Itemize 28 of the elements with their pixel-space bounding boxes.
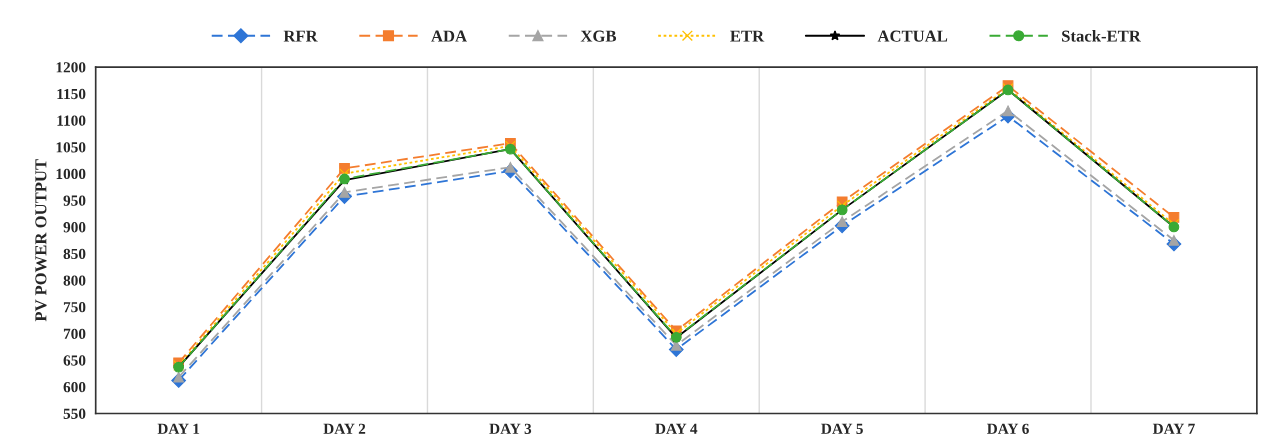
y-tick-label: 650 <box>63 355 86 366</box>
x-tick-label: DAY 7 <box>1152 423 1195 434</box>
legend-label: ACTUAL <box>877 30 948 42</box>
legend-label: ETR <box>730 30 765 42</box>
legend-label: ADA <box>431 30 467 42</box>
y-tick-label: 1100 <box>57 115 86 126</box>
x-tick-label: DAY 1 <box>157 423 200 434</box>
x-tick-label: DAY 5 <box>821 423 863 434</box>
y-tick-label: 800 <box>63 275 86 286</box>
x-tick-label: DAY 4 <box>655 423 698 434</box>
y-tick-label: 700 <box>63 328 86 339</box>
x-tick-label: DAY 2 <box>323 423 366 434</box>
y-axis-title: PV POWER OUTPUT <box>35 159 47 322</box>
y-tick-label: 550 <box>63 408 86 419</box>
x-tick-label: DAY 6 <box>987 423 1029 434</box>
y-tick-label: 1200 <box>56 62 86 73</box>
y-tick-label: 850 <box>63 248 86 260</box>
legend-label: Stack-ETR <box>1062 30 1141 42</box>
legend-label: XGB <box>580 30 617 42</box>
y-tick-label: 900 <box>63 222 86 233</box>
y-tick-label: 750 <box>63 302 86 313</box>
y-tick-label: 600 <box>63 381 86 393</box>
y-tick-label: 1050 <box>56 142 86 153</box>
y-tick-label: 1000 <box>56 168 86 180</box>
legend-label: RFR <box>283 30 318 42</box>
y-tick-label: 950 <box>63 195 86 206</box>
x-tick-label: DAY 3 <box>489 423 532 434</box>
y-tick-label: 1150 <box>57 88 86 100</box>
